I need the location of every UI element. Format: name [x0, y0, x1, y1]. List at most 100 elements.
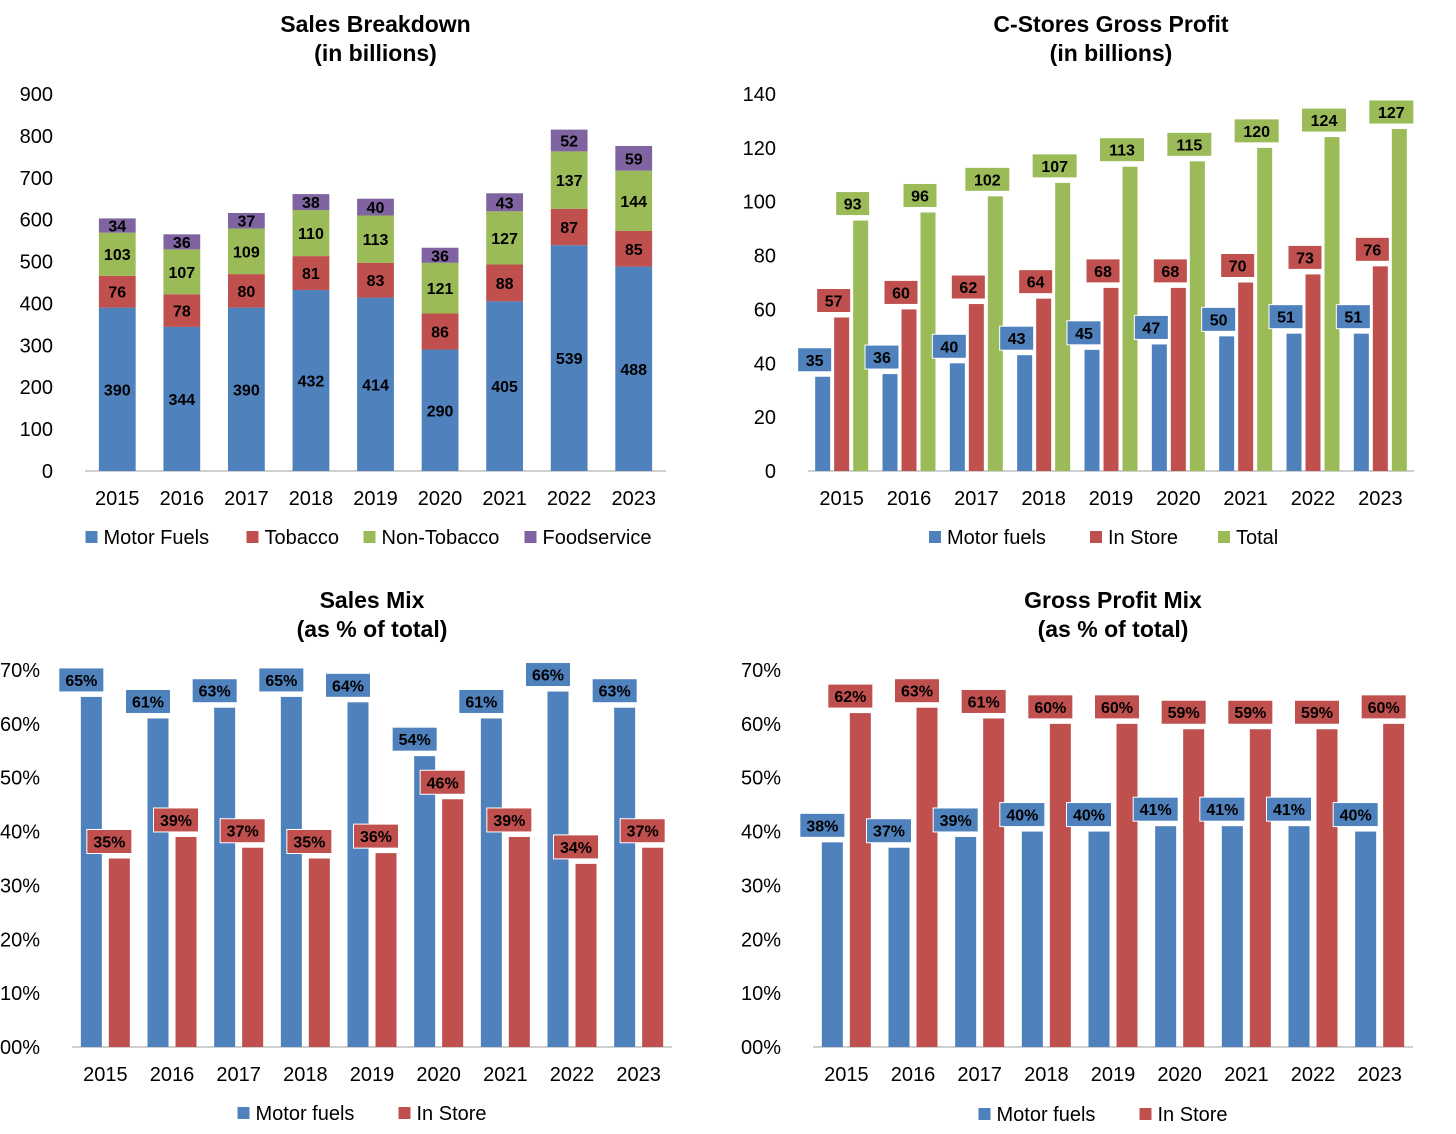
y-tick-label: 50% — [0, 768, 40, 790]
bar-motor-fuels — [821, 842, 843, 1047]
data-label-box — [258, 667, 305, 693]
data-label-box — [1094, 694, 1140, 720]
chart-title-line: (in billions) — [1050, 40, 1173, 66]
data-label: 390 — [104, 382, 131, 399]
data-label-box — [883, 279, 919, 305]
bar-motor-fuels — [1219, 336, 1235, 471]
data-label: 120 — [1243, 124, 1270, 141]
y-tick-label: 300 — [20, 335, 53, 357]
y-tick-label: 40% — [741, 822, 781, 844]
bar-total — [1257, 147, 1273, 471]
legend-label: Motor fuels — [997, 1104, 1096, 1126]
data-label-box — [1287, 244, 1323, 270]
y-tick-label: 30% — [0, 875, 40, 897]
bar-foodservice — [163, 234, 201, 250]
data-label-box — [1266, 796, 1312, 822]
data-label: 36 — [873, 350, 891, 367]
data-label: 34 — [108, 219, 126, 236]
x-tick-label: 2020 — [416, 1064, 461, 1086]
bar-motor-fuels — [1353, 333, 1369, 471]
bar-motor-fuels — [815, 376, 831, 471]
x-tick-label: 2019 — [350, 1064, 395, 1086]
data-label: 127 — [1378, 105, 1405, 122]
y-tick-label: 00% — [0, 1037, 40, 1059]
data-label: 61% — [132, 694, 164, 711]
y-tick-label: 20% — [741, 929, 781, 951]
data-label-box — [932, 807, 979, 833]
legend-label: Tobacco — [265, 527, 340, 549]
data-label: 113 — [363, 232, 389, 249]
bar-tobacco — [357, 262, 394, 298]
data-label-box — [1160, 699, 1207, 725]
data-label: 60% — [1368, 700, 1400, 717]
data-label: 38 — [302, 195, 320, 212]
bar-foodservice — [357, 198, 394, 216]
data-label-box — [1360, 694, 1407, 720]
data-label: 46% — [427, 775, 459, 792]
y-tick-label: 200 — [20, 377, 53, 399]
bar-tobacco — [227, 274, 265, 308]
data-label-box — [1085, 258, 1121, 284]
bar-total — [920, 212, 936, 471]
bar-in-store — [108, 858, 130, 1047]
data-label-box — [1166, 131, 1213, 157]
data-label: 414 — [362, 377, 389, 394]
chart-title-line: Sales Breakdown — [280, 11, 470, 37]
data-label: 68 — [1161, 264, 1179, 281]
bar-motor-fuels — [163, 326, 201, 471]
bar-non-tobacco — [421, 262, 459, 314]
y-tick-label: 10% — [741, 983, 781, 1005]
bar-foodservice — [486, 193, 524, 212]
bar-in-store — [968, 304, 984, 471]
y-tick-label: 0 — [42, 461, 53, 483]
legend-swatch — [1139, 1108, 1152, 1120]
bar-in-store — [1238, 282, 1254, 471]
legend-label: Motor Fuels — [104, 527, 210, 549]
data-label: 36 — [173, 235, 191, 252]
bar-in-store — [242, 847, 264, 1047]
data-label: 36% — [360, 829, 392, 846]
data-label-box — [153, 807, 199, 833]
data-label: 64% — [332, 678, 364, 695]
data-label-box — [1332, 802, 1379, 828]
data-label-box — [1301, 107, 1347, 133]
bar-motor-fuels — [550, 245, 588, 471]
x-tick-label: 2018 — [283, 1064, 328, 1086]
data-label-box — [816, 288, 852, 314]
legend-label: Motor fuels — [947, 527, 1046, 549]
bar-motor-fuels — [347, 702, 369, 1047]
legend-label: In Store — [1108, 527, 1178, 549]
y-tick-label: 30% — [741, 875, 781, 897]
x-tick-label: 2016 — [150, 1064, 195, 1086]
bar-motor-fuels — [227, 307, 265, 471]
data-label: 60% — [1101, 700, 1133, 717]
y-tick-label: 500 — [20, 252, 53, 274]
y-tick-label: 50% — [741, 768, 781, 790]
data-label: 121 — [427, 281, 454, 298]
bar-foodservice — [227, 212, 265, 229]
data-label: 66% — [532, 668, 564, 685]
x-tick-label: 2017 — [957, 1064, 1002, 1086]
legend-swatch — [929, 531, 941, 543]
data-label-box — [219, 818, 266, 844]
data-label: 110 — [298, 226, 324, 243]
data-label-box — [1133, 314, 1169, 340]
y-tick-label: 10% — [0, 983, 40, 1005]
legend-swatch — [246, 531, 259, 543]
chart-title-line: (in billions) — [314, 40, 437, 66]
x-tick-label: 2023 — [611, 488, 656, 510]
data-label-box — [1152, 258, 1188, 284]
bar-motor-fuels — [421, 349, 459, 471]
bar-tobacco — [615, 230, 653, 267]
data-label-box — [486, 807, 533, 833]
data-label: 109 — [233, 244, 260, 261]
bar-motor-fuels — [214, 707, 236, 1047]
bar-motor-fuels — [1286, 333, 1302, 471]
data-label: 59% — [1168, 705, 1200, 722]
data-label-box — [1066, 320, 1102, 346]
x-tick-label: 2022 — [1291, 1064, 1336, 1086]
data-label: 36 — [431, 248, 449, 265]
bar-in-store — [508, 836, 530, 1047]
bar-motor-fuels — [949, 363, 965, 471]
data-label-box — [1268, 304, 1304, 330]
